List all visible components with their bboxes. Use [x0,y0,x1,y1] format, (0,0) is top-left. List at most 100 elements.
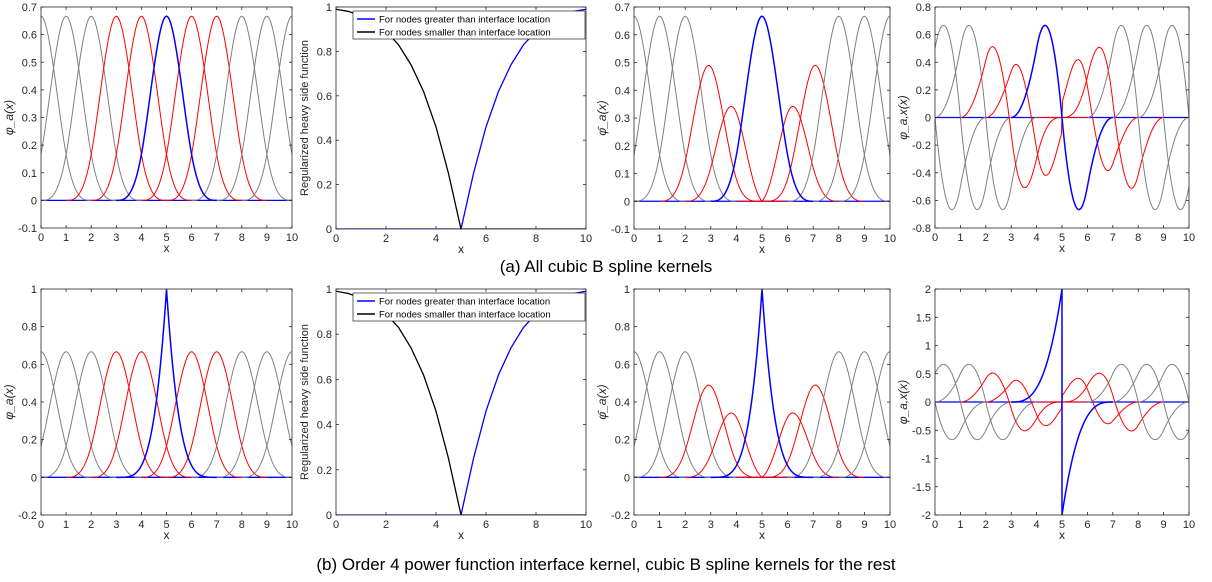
kernel-node-7 [1062,372,1164,432]
x-axis-label: x [1059,241,1065,255]
kernel-node-6 [1036,377,1139,425]
y-tick-label: 0 [624,472,630,484]
x-tick-label: 6 [785,233,791,245]
caption-b: (b) Order 4 power function interface ker… [316,555,896,574]
kernel-node-8 [787,15,890,202]
legend: For nodes greater than interface locatio… [352,10,586,40]
x-tick-label: 1 [957,232,963,244]
y-tick-label: 0.4 [22,85,37,97]
x-tick-label: 2 [983,232,989,244]
x-tick-label: 3 [1008,519,1014,531]
y-tick-label: 0 [925,113,931,125]
legend: For nodes greater than interface locatio… [352,292,586,322]
kernel-node-0 [41,15,92,201]
x-tick-label: 8 [239,519,245,531]
y-axis-label: φ̄_a(x) [595,100,609,135]
y-tick-label: 0.3 [615,113,630,125]
y-tick-label: 1 [326,284,332,296]
chart-a1: 0 1 2 3 4 5 6 7 8 9 10-0.100.10.20.30.40.50.60.7xφ… [2,2,298,255]
y-tick-label: 0.2 [22,140,37,152]
x-tick-label: 8 [836,233,842,245]
x-tick-label: 3 [708,233,714,245]
y-tick-label: 0.4 [317,420,332,432]
plot-area [634,289,890,479]
x-tick-label: 0 [38,519,44,531]
x-tick-label: 8 [1135,519,1141,531]
y-tick-label: 2 [925,284,931,296]
y-tick-label: 0.4 [615,85,630,97]
x-tick-label: 0 [631,519,637,531]
x-tick-label: 3 [113,232,119,244]
kernel-node-0 [634,15,686,202]
ticks: 0 1 2 3 4 5 6 7 8 9 10-0.200.20.40.60.81 [611,284,896,531]
kernel-node-8 [787,351,890,478]
x-tick-label: 0 [38,232,44,244]
kernel-node-9 [216,351,292,478]
legend-entry: For nodes greater than interface locatio… [379,297,550,308]
x-tick-label: 9 [861,519,867,531]
kernel-node-5 [710,289,814,479]
x-tick-label: 7 [1110,519,1116,531]
y-tick-label: 0.6 [317,374,332,386]
plot-area [41,15,292,202]
y-tick-label: -0.2 [912,140,931,152]
x-tick-label: 7 [1110,232,1116,244]
x-tick-label: 9 [264,232,270,244]
x-tick-label: 9 [861,233,867,245]
y-tick-label: -0.4 [912,168,931,180]
y-tick-label: 0.1 [615,169,630,181]
x-tick-label: 6 [189,519,195,531]
x-tick-label: 0 [631,233,637,245]
kernel-node-9 [1112,363,1189,441]
kernel-node-3 [659,384,762,478]
kernel-node-9 [813,15,890,202]
kernel-node-3 [66,351,167,478]
kernel-node-6 [141,15,242,201]
x-tick-label: 0 [932,232,938,244]
x-axis-label: x [458,528,464,542]
x-axis-label: x [759,528,765,542]
x-tick-label: 6 [1084,232,1090,244]
x-tick-label: 4 [733,233,739,245]
kernel-node-1 [935,363,1012,441]
kernel-node-7 [1062,46,1164,189]
x-tick-label: 5 [759,519,765,531]
y-tick-label: 0 [326,224,332,236]
plot-area [634,15,890,202]
x-tick-label: 0 [333,233,339,245]
y-axis-label: φ_a,x(x) [896,380,910,425]
y-tick-label: 0 [31,472,37,484]
x-tick-label: 9 [1161,232,1167,244]
x-tick-label: 7 [214,519,220,531]
x-tick-label: 6 [483,519,489,531]
x-tick-label: 1 [657,233,663,245]
y-tick-label: 0 [624,196,630,208]
y-tick-label: -0.5 [912,425,931,437]
x-tick-label: 3 [113,519,119,531]
kernel-node-2 [634,15,737,202]
x-tick-label: 4 [138,519,144,531]
kernel-node-6 [736,412,839,478]
ticks: 0 1 2 3 4 5 6 7 8 9 10-0.100.10.20.30.40.50.60.7 [611,2,896,245]
kernel-node-4 [985,379,1088,427]
kernel-node-0 [634,351,686,478]
kernel-node-4 [985,63,1088,176]
y-tick-label: 0.3 [22,113,37,125]
kernel-node-9 [813,351,890,478]
y-axis-label: φ̄_a(x) [595,384,609,419]
kernel-node-1 [634,351,711,478]
y-tick-label: 0.6 [317,91,332,103]
y-tick-label: -0.2 [18,510,37,522]
y-tick-label: 0.8 [615,322,630,334]
x-tick-label: 2 [682,233,688,245]
legend-entry: For nodes smaller than interface locatio… [379,310,551,321]
series-line-0 [336,290,586,515]
x-tick-label: 4 [733,519,739,531]
x-tick-label: 10 [1183,232,1195,244]
chart-a3: 0 1 2 3 4 5 6 7 8 9 10-0.100.10.20.30.40.50.60.7xφ… [595,2,896,256]
y-tick-label: 1 [326,2,332,14]
kernel-node-7 [762,384,865,478]
y-axis-label: φ_a,x(x) [896,95,910,140]
y-tick-label: 0.2 [615,435,630,447]
x-tick-label: 10 [884,519,896,531]
